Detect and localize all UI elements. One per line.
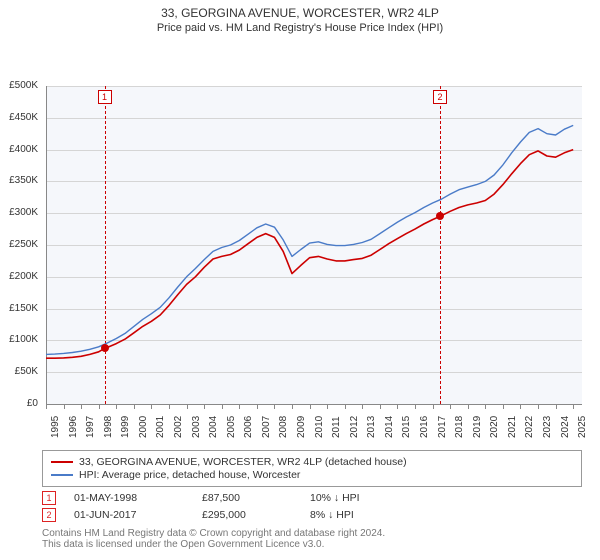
sale-event-price: £87,500 [202, 492, 292, 504]
chart-subtitle: Price paid vs. HM Land Registry's House … [0, 20, 600, 38]
sale-event-date: 01-MAY-1998 [74, 492, 184, 504]
sale-event-delta: 8% ↓ HPI [310, 509, 354, 521]
chart-area: £0£50K£100K£150K£200K£250K£300K£350K£400… [0, 38, 600, 444]
sale-event-price: £295,000 [202, 509, 292, 521]
series-hpi [46, 125, 573, 354]
sale-event-delta: 10% ↓ HPI [310, 492, 360, 504]
sale-marker-dot [101, 344, 109, 352]
legend: 33, GEORGINA AVENUE, WORCESTER, WR2 4LP … [42, 450, 582, 487]
sale-event-badge: 1 [42, 491, 56, 505]
legend-swatch [51, 461, 73, 463]
footer-attribution: Contains HM Land Registry data © Crown c… [42, 528, 582, 550]
sale-event-row: 2 01-JUN-2017 £295,000 8% ↓ HPI [42, 508, 582, 522]
sale-event-date: 01-JUN-2017 [74, 509, 184, 521]
legend-row: 33, GEORGINA AVENUE, WORCESTER, WR2 4LP … [51, 456, 573, 468]
sale-event-row: 1 01-MAY-1998 £87,500 10% ↓ HPI [42, 491, 582, 505]
sale-events: 1 01-MAY-1998 £87,500 10% ↓ HPI 2 01-JUN-2017… [42, 491, 582, 522]
series-svg [0, 38, 600, 444]
sale-marker-dot [436, 212, 444, 220]
legend-row: HPI: Average price, detached house, Worc… [51, 469, 573, 481]
legend-label: HPI: Average price, detached house, Worc… [79, 469, 300, 481]
chart-title: 33, GEORGINA AVENUE, WORCESTER, WR2 4LP [0, 0, 600, 20]
footer-line: This data is licensed under the Open Gov… [42, 539, 582, 550]
legend-label: 33, GEORGINA AVENUE, WORCESTER, WR2 4LP … [79, 456, 407, 468]
series-property [46, 150, 573, 359]
legend-swatch [51, 474, 73, 476]
sale-event-badge: 2 [42, 508, 56, 522]
footer-line: Contains HM Land Registry data © Crown c… [42, 528, 582, 539]
